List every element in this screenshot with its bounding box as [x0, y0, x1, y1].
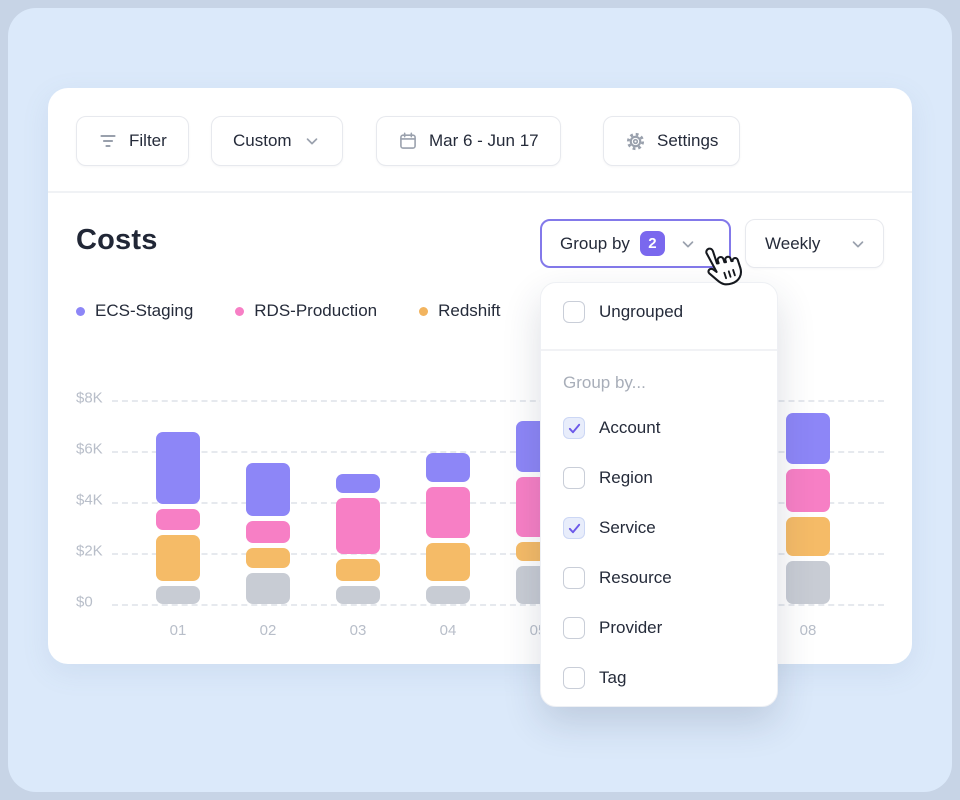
bar-segment[interactable]: [336, 498, 380, 555]
legend-dot-icon: [235, 306, 245, 316]
legend-label: ECS-Staging: [95, 301, 194, 320]
x-axis-tick: 04: [439, 622, 457, 639]
date-range-label: Mar 6 - Jun 17: [429, 131, 539, 150]
interval-label: Weekly: [765, 233, 821, 253]
dropdown-item-label: Service: [599, 518, 656, 537]
chart-legend: ECS-Staging RDS-Production Redshift: [76, 301, 500, 321]
custom-range-button[interactable]: Custom: [211, 116, 343, 166]
region-checkbox[interactable]: [563, 467, 585, 489]
dropdown-item-label: Resource: [599, 568, 672, 587]
bar-segment[interactable]: [786, 469, 830, 513]
x-axis-tick: 01: [169, 622, 187, 639]
bar-segment[interactable]: [336, 586, 380, 604]
bar-segment[interactable]: [156, 508, 200, 531]
gridline: [112, 400, 884, 402]
dropdown-item-label: Region: [599, 468, 653, 487]
y-axis-tick: $0: [76, 593, 93, 611]
dropdown-item-provider[interactable]: Provider: [563, 617, 662, 639]
dropdown-item-tag[interactable]: Tag: [563, 667, 626, 689]
group-by-button[interactable]: Group by 2: [540, 219, 731, 268]
tag-checkbox[interactable]: [563, 667, 585, 689]
y-axis-tick: $8K: [76, 389, 103, 407]
bar-segment[interactable]: [426, 586, 470, 604]
bar-segment[interactable]: [246, 548, 290, 569]
filter-button[interactable]: Filter: [76, 116, 189, 166]
bar-segment[interactable]: [786, 560, 830, 604]
bar-segment[interactable]: [426, 452, 470, 482]
calendar-icon: [400, 132, 416, 149]
date-range-button[interactable]: Mar 6 - Jun 17: [376, 116, 561, 166]
dropdown-item-service[interactable]: Service: [563, 517, 656, 539]
legend-item[interactable]: Redshift: [419, 301, 500, 321]
y-axis-tick: $6K: [76, 440, 103, 458]
dropdown-item-ungrouped[interactable]: Ungrouped: [563, 301, 683, 323]
custom-label: Custom: [233, 131, 292, 150]
legend-item[interactable]: ECS-Staging: [76, 301, 193, 321]
chevron-down-icon: [852, 240, 864, 247]
legend-dot-icon: [419, 306, 429, 316]
y-axis-tick: $2K: [76, 542, 103, 560]
bar-segment[interactable]: [156, 432, 200, 504]
group-by-count-badge: 2: [639, 231, 665, 256]
legend-dot-icon: [76, 306, 85, 316]
gear-icon: [626, 132, 645, 150]
bar-segment[interactable]: [426, 542, 470, 582]
bar-segment[interactable]: [156, 586, 200, 604]
filter-label: Filter: [129, 131, 167, 150]
dropdown-item-label: Account: [599, 418, 661, 437]
ungrouped-checkbox[interactable]: [563, 301, 585, 323]
group-by-dropdown: Ungrouped Group by... Account Region Servi…: [540, 282, 778, 707]
bar-segment[interactable]: [786, 413, 830, 465]
x-axis-tick: 08: [799, 622, 817, 639]
chevron-down-icon: [306, 138, 317, 145]
legend-label: Redshift: [438, 301, 501, 320]
dropdown-item-account[interactable]: Account: [563, 417, 660, 439]
dropdown-item-region[interactable]: Region: [563, 467, 653, 489]
interval-select[interactable]: Weekly: [745, 219, 884, 268]
dropdown-divider: [541, 349, 777, 351]
dropdown-item-label: Provider: [599, 618, 663, 637]
x-axis-tick: 03: [349, 622, 367, 639]
resource-checkbox[interactable]: [563, 567, 585, 589]
bar-segment[interactable]: [246, 573, 290, 604]
bar-segment[interactable]: [246, 462, 290, 517]
legend-label: RDS-Production: [254, 301, 378, 320]
page-title: Costs: [76, 224, 158, 256]
y-axis-tick: $4K: [76, 491, 103, 509]
group-by-label: Group by: [560, 233, 630, 253]
bar-segment[interactable]: [156, 535, 200, 582]
toolbar-divider: [48, 191, 912, 193]
bar-segment[interactable]: [786, 517, 830, 556]
provider-checkbox[interactable]: [563, 617, 585, 639]
bar-segment[interactable]: [336, 559, 380, 582]
bar-segment[interactable]: [426, 486, 470, 538]
dropdown-section-label: Group by...: [563, 373, 646, 392]
bar-segment[interactable]: [336, 474, 380, 494]
gridline: [112, 451, 884, 453]
service-checkbox[interactable]: [563, 517, 585, 539]
legend-item[interactable]: RDS-Production: [235, 301, 377, 321]
chevron-down-icon: [682, 240, 694, 247]
settings-button[interactable]: Settings: [603, 116, 741, 166]
account-checkbox[interactable]: [563, 417, 585, 439]
ungrouped-label: Ungrouped: [599, 302, 684, 321]
gridline: [112, 604, 884, 606]
gridline: [112, 553, 884, 555]
dropdown-item-resource[interactable]: Resource: [563, 567, 672, 589]
dropdown-item-label: Tag: [599, 668, 627, 687]
x-axis-tick: 02: [259, 622, 277, 639]
bar-segment[interactable]: [246, 521, 290, 543]
gridline: [112, 502, 884, 504]
filter-icon: [100, 135, 116, 147]
settings-label: Settings: [657, 131, 719, 150]
